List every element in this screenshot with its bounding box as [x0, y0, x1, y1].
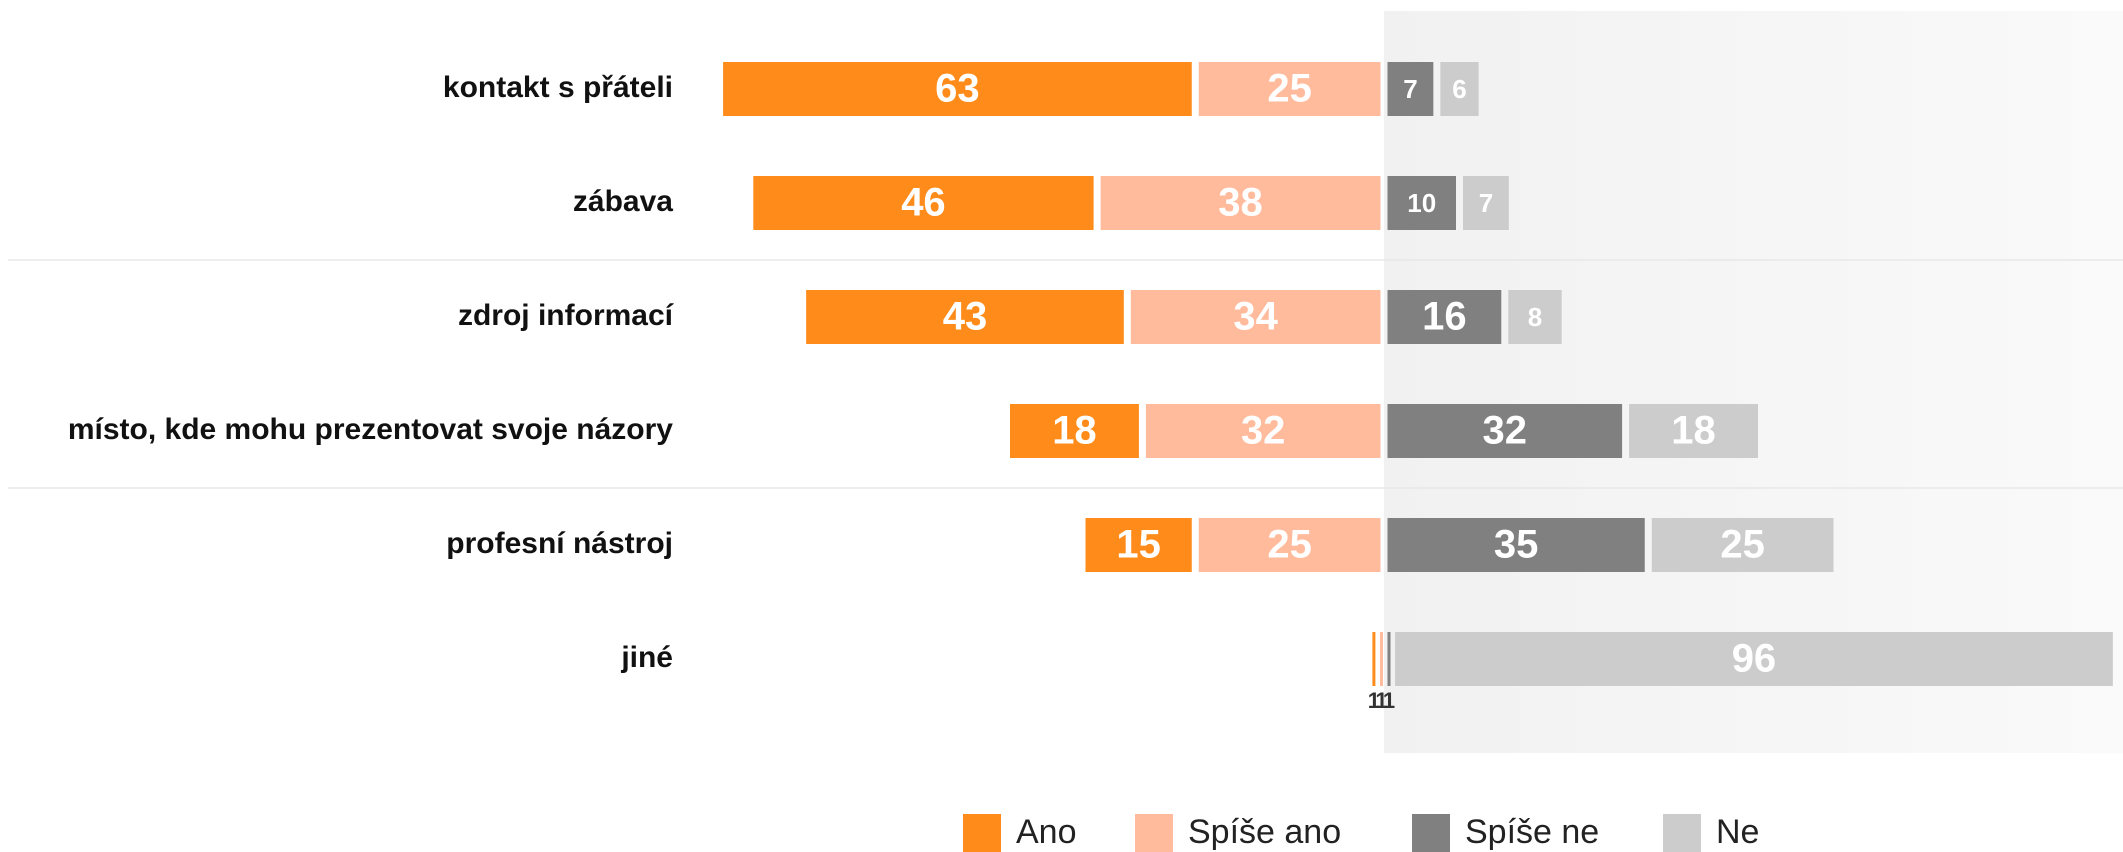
bar	[1387, 176, 1456, 230]
value-label: 16	[1422, 295, 1467, 339]
value-label: 25	[1267, 67, 1312, 111]
legend-swatch	[963, 814, 1001, 852]
value-label: 7	[1479, 188, 1493, 218]
value-label: 6	[1452, 74, 1466, 104]
bar	[1440, 62, 1479, 116]
bar	[1387, 518, 1645, 572]
category-label: zábava	[573, 185, 673, 218]
value-label: 1	[1375, 688, 1387, 713]
bar	[1629, 404, 1758, 458]
value-label: 34	[1233, 295, 1278, 339]
category-label: profesní nástroj	[446, 527, 673, 560]
legend-label: Spíše ano	[1188, 813, 1341, 851]
bar	[1387, 404, 1623, 458]
bar	[1130, 290, 1381, 344]
value-label: 32	[1483, 409, 1528, 453]
value-label: 18	[1671, 409, 1716, 453]
value-label: 25	[1267, 523, 1312, 567]
bar	[1651, 518, 1834, 572]
category-label: jiné	[620, 641, 673, 674]
value-label: 25	[1720, 523, 1765, 567]
legend-label: Spíše ne	[1465, 813, 1599, 851]
legend-label: Ne	[1716, 813, 1759, 851]
bar	[1387, 290, 1502, 344]
legend-swatch	[1663, 814, 1701, 852]
value-label: 18	[1052, 409, 1097, 453]
category-label: kontakt s přáteli	[443, 71, 673, 104]
category-label: místo, kde mohu prezentovat svoje názory	[68, 413, 673, 446]
legend-swatch	[1412, 814, 1450, 852]
value-label: 1	[1383, 688, 1395, 713]
value-label: 15	[1116, 523, 1161, 567]
bar	[723, 62, 1192, 116]
value-label: 7	[1403, 74, 1417, 104]
bar	[1508, 290, 1562, 344]
bar	[1198, 62, 1381, 116]
bar	[753, 176, 1094, 230]
legend-label: Ano	[1016, 813, 1077, 851]
legend-swatch	[1135, 814, 1173, 852]
value-label: 43	[943, 295, 988, 339]
bar	[806, 290, 1124, 344]
category-label: zdroj informací	[458, 299, 675, 332]
value-label: 8	[1528, 302, 1542, 332]
bar	[1010, 404, 1139, 458]
bar	[1145, 404, 1381, 458]
bar	[1387, 62, 1434, 116]
bar	[1372, 632, 1376, 686]
bar	[1379, 632, 1383, 686]
value-label: 38	[1218, 181, 1263, 225]
value-label: 46	[901, 181, 946, 225]
bar	[1085, 518, 1192, 572]
value-label: 32	[1241, 409, 1286, 453]
bar	[1463, 176, 1509, 230]
bar	[1198, 518, 1381, 572]
value-label: 10	[1407, 188, 1436, 218]
value-label: 96	[1732, 637, 1777, 681]
bar	[1100, 176, 1381, 230]
bar	[1387, 632, 1391, 686]
value-label: 63	[935, 67, 980, 111]
bar	[1395, 632, 2113, 686]
value-label: 1	[1368, 688, 1380, 713]
value-label: 35	[1494, 523, 1539, 567]
right-panel	[1384, 11, 2123, 753]
